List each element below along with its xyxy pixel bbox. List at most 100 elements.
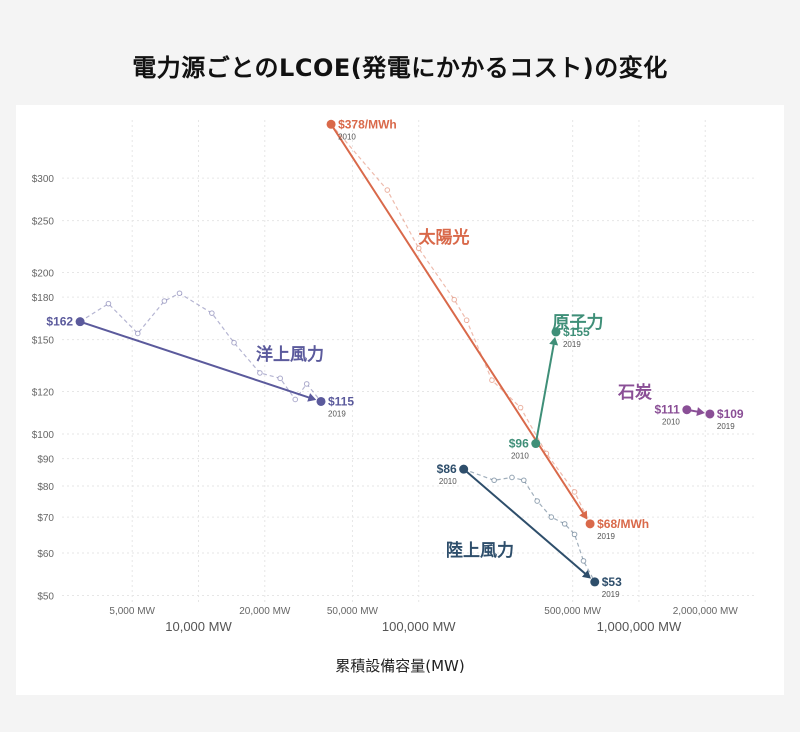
series-name-label: 陸上風力 [446,540,514,561]
annual-point [517,404,524,411]
annual-point [489,377,495,383]
start-point [75,317,85,327]
x-tick-label-major: 1,000,000 MW [597,619,682,634]
start-year-label: 2010 [662,418,680,427]
y-tick-label: $60 [37,549,54,560]
series-name-label: 洋上風力 [256,344,324,365]
trend-line [330,123,587,517]
annual-point [209,310,215,316]
end-year-label: 2019 [717,422,735,431]
y-tick-label: $300 [32,174,55,185]
page-title: 電力源ごとのLCOE(発電にかかるコスト)の変化 [132,54,668,82]
y-tick-label: $120 [32,388,55,399]
series-layer: $378/MWh2010$68/MWh2019太陽光$162$1152019洋上… [46,117,744,599]
annual-point [561,521,568,527]
annual-point [303,381,310,387]
annual-point [521,477,527,484]
arrow-head [696,407,705,417]
y-tick-label: $150 [32,336,55,347]
annual-trace [330,123,591,525]
annual-trace [463,468,596,583]
annual-point [161,298,168,304]
annual-point [105,300,112,307]
arrow-head [579,510,588,520]
end-value-label: $53 [602,575,622,589]
end-point [705,409,715,419]
chart-panel [16,105,784,695]
start-point [459,464,469,474]
start-point [326,119,336,129]
series-name-label: 石炭 [617,382,652,403]
annual-point [491,477,497,484]
annual-point [509,474,515,481]
x-tick-label-major: 100,000 MW [382,619,456,634]
annual-point [292,396,299,403]
annual-point [463,317,470,324]
series-name-label: 原子力 [553,312,604,333]
annual-point [451,296,458,303]
start-value-label: $378/MWh [338,117,397,131]
x-tick-label-major: 10,000 MW [165,619,232,634]
annual-point [571,531,578,538]
annual-trace [79,292,322,402]
x-tick-label-minor: 5,000 MW [109,606,155,617]
end-value-label: $155 [563,325,590,339]
end-year-label: 2019 [563,340,581,349]
annual-point [415,245,422,252]
trend-line [463,468,589,577]
annual-point [384,187,391,193]
end-year-label: 2019 [602,590,620,599]
end-value-label: $109 [717,407,744,421]
x-tick-label-minor: 50,000 MW [327,606,379,617]
arrow-head [549,336,559,346]
annual-point [534,498,540,504]
x-axis-label: 累積設備容量(MW) [335,657,465,675]
y-tick-label: $250 [32,217,55,228]
x-tick-label-minor: 2,000,000 MW [673,606,739,617]
y-tick-label: $100 [32,430,55,441]
end-point [585,519,595,529]
annual-point [176,290,183,297]
trend-line [79,320,313,400]
y-tick-label: $70 [37,513,54,524]
end-year-label: 2019 [597,532,615,541]
end-value-label: $115 [328,394,354,408]
annual-point [580,558,587,564]
end-value-label: $68/MWh [597,517,649,531]
arrow-head [581,570,591,579]
annual-point [257,370,263,376]
start-value-label: $96 [509,437,529,451]
x-tick-label-minor: 20,000 MW [239,606,291,617]
x-tick-labels: 5,000 MW 20,000 MW 50,000 MW 500,000 MW 2,00… [109,606,738,634]
start-point [682,405,692,415]
x-tick-label-minor: 500,000 MW [544,606,601,617]
end-year-label: 2019 [328,409,346,418]
trend-line [534,340,556,444]
start-year-label: 2010 [338,132,356,141]
end-point [590,577,600,587]
start-year-label: 2010 [439,477,457,486]
end-point [551,327,561,337]
start-value-label: $162 [46,315,73,329]
y-tick-label: $50 [37,591,54,602]
arrow-head [307,393,317,402]
end-point [316,396,326,406]
annual-point [277,375,284,382]
start-value-label: $111 [654,403,680,417]
y-tick-label: $80 [37,482,54,493]
annual-point [571,489,578,495]
start-value-label: $86 [437,462,457,476]
annual-point [134,330,141,337]
series-name-label: 太陽光 [419,227,470,248]
y-tick-label: $90 [37,455,54,466]
annual-point [231,339,237,346]
y-tick-label: $180 [32,293,55,304]
annual-point [548,514,555,520]
y-tick-labels: $300 $250 $200 $180 $150 $120 $100 $90 $80 $70 $60… [32,174,55,602]
